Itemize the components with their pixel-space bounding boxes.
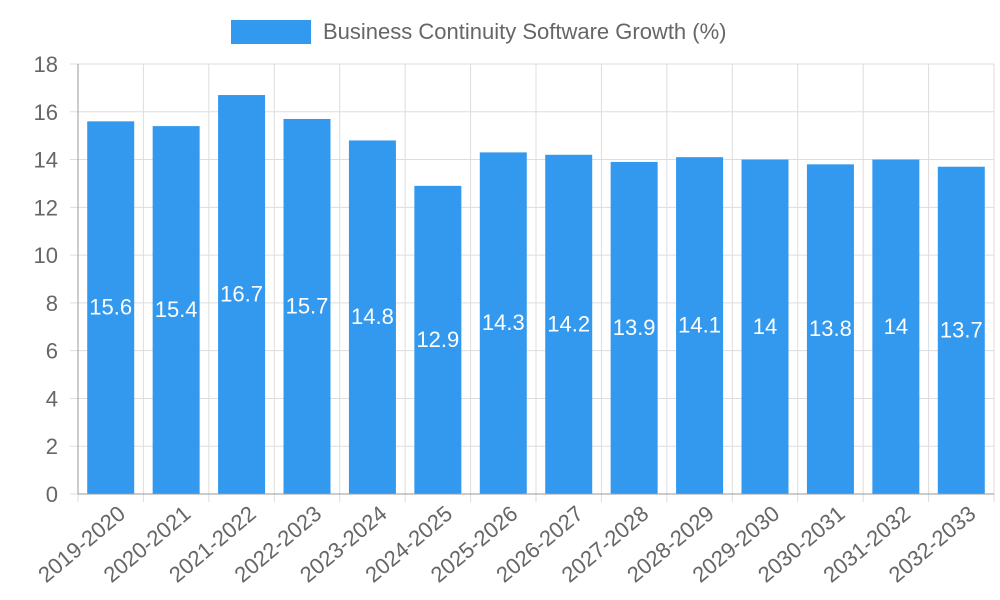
bar[interactable]: [545, 154, 593, 494]
bar-data-label: 15.4: [155, 297, 198, 322]
bar[interactable]: [283, 118, 331, 494]
bar[interactable]: [479, 152, 527, 494]
bar-data-label: 12.9: [416, 327, 459, 352]
bar[interactable]: [872, 159, 920, 495]
bar-data-label: 14.1: [678, 313, 721, 338]
bar[interactable]: [610, 161, 658, 494]
x-axis-ticks: 2019-20202020-20212021-20222022-20232023…: [33, 501, 980, 588]
y-tick-label: 10: [34, 243, 58, 268]
bar-data-label: 14.8: [351, 304, 394, 329]
y-tick-label: 16: [34, 100, 58, 125]
legend: Business Continuity Software Growth (%): [231, 19, 727, 44]
y-tick-label: 18: [34, 52, 58, 77]
y-tick-label: 4: [46, 386, 58, 411]
bar-data-label: 15.7: [286, 293, 329, 318]
legend-label[interactable]: Business Continuity Software Growth (%): [323, 19, 727, 44]
bar[interactable]: [937, 166, 985, 494]
grid: [70, 63, 995, 502]
bar-data-label: 14.3: [482, 310, 525, 335]
bar[interactable]: [218, 95, 266, 495]
bar[interactable]: [152, 126, 200, 494]
bar-data-label: 15.6: [89, 295, 132, 320]
bar-data-label: 14: [884, 314, 908, 339]
bar[interactable]: [806, 164, 854, 495]
y-tick-label: 8: [46, 291, 58, 316]
bar-data-label: 14.2: [547, 311, 590, 336]
bar-data-label: 13.8: [809, 316, 852, 341]
y-tick-label: 6: [46, 339, 58, 364]
y-tick-label: 2: [46, 434, 58, 459]
bar[interactable]: [348, 140, 396, 494]
bar[interactable]: [741, 159, 789, 495]
bar-data-label: 13.7: [940, 317, 983, 342]
bar-data-label: 13.9: [613, 315, 656, 340]
legend-swatch[interactable]: [231, 20, 311, 44]
bar-data-label: 14: [753, 314, 777, 339]
y-axis-ticks: 0 2 4 6 8 10 12 14 16 18: [34, 52, 58, 507]
bar[interactable]: [676, 157, 724, 494]
bar[interactable]: [87, 121, 135, 494]
bar[interactable]: [414, 185, 462, 495]
axes: [77, 64, 994, 495]
data-labels: 15.6 15.4 16.7 15.7 14.8 12.9 14.3 14.2 13.9 14.1…: [89, 282, 982, 352]
y-tick-label: 14: [34, 148, 58, 173]
y-tick-label: 12: [34, 195, 58, 220]
y-tick-label: 0: [46, 482, 58, 507]
bars: [87, 95, 985, 495]
bar-data-label: 16.7: [220, 282, 263, 307]
